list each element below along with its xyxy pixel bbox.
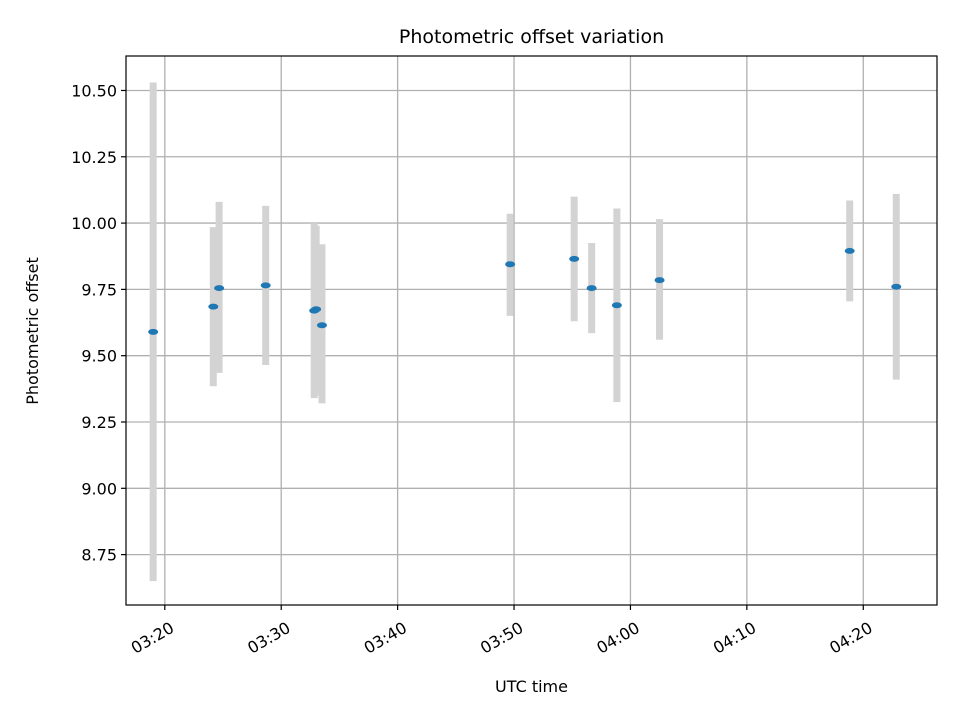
data-point bbox=[891, 283, 902, 290]
plot-frame bbox=[125, 55, 938, 606]
data-point bbox=[148, 328, 159, 335]
data-point bbox=[844, 247, 855, 254]
data-point bbox=[316, 322, 327, 329]
chart-title: Photometric offset variation bbox=[399, 26, 664, 48]
y-tick-label: 8.75 bbox=[81, 546, 117, 565]
y-tick-label: 9.50 bbox=[81, 347, 117, 366]
y-tick-label: 10.25 bbox=[71, 148, 117, 167]
data-point bbox=[654, 277, 665, 284]
data-point bbox=[311, 306, 322, 313]
data-markers bbox=[148, 247, 902, 335]
data-point bbox=[586, 285, 597, 292]
grid-lines bbox=[126, 56, 937, 605]
data-point bbox=[505, 261, 516, 268]
y-axis-label: Photometric offset bbox=[23, 257, 42, 405]
data-point bbox=[260, 282, 271, 289]
y-axis-ticks: 8.75 9.00 9.25 9.50 9.75 10.00 10.25 10.50 bbox=[71, 81, 126, 565]
y-tick-label: 9.25 bbox=[81, 413, 117, 432]
y-tick-label: 9.75 bbox=[81, 280, 117, 299]
data-point bbox=[569, 255, 580, 262]
data-point bbox=[208, 303, 219, 310]
x-axis-label: UTC time bbox=[495, 677, 568, 696]
y-tick-label: 10.50 bbox=[71, 81, 117, 100]
y-tick-label: 9.00 bbox=[81, 479, 117, 498]
y-tick-label: 10.00 bbox=[71, 214, 117, 233]
data-point bbox=[611, 302, 622, 309]
data-point bbox=[214, 285, 225, 292]
plot-area bbox=[126, 56, 937, 605]
